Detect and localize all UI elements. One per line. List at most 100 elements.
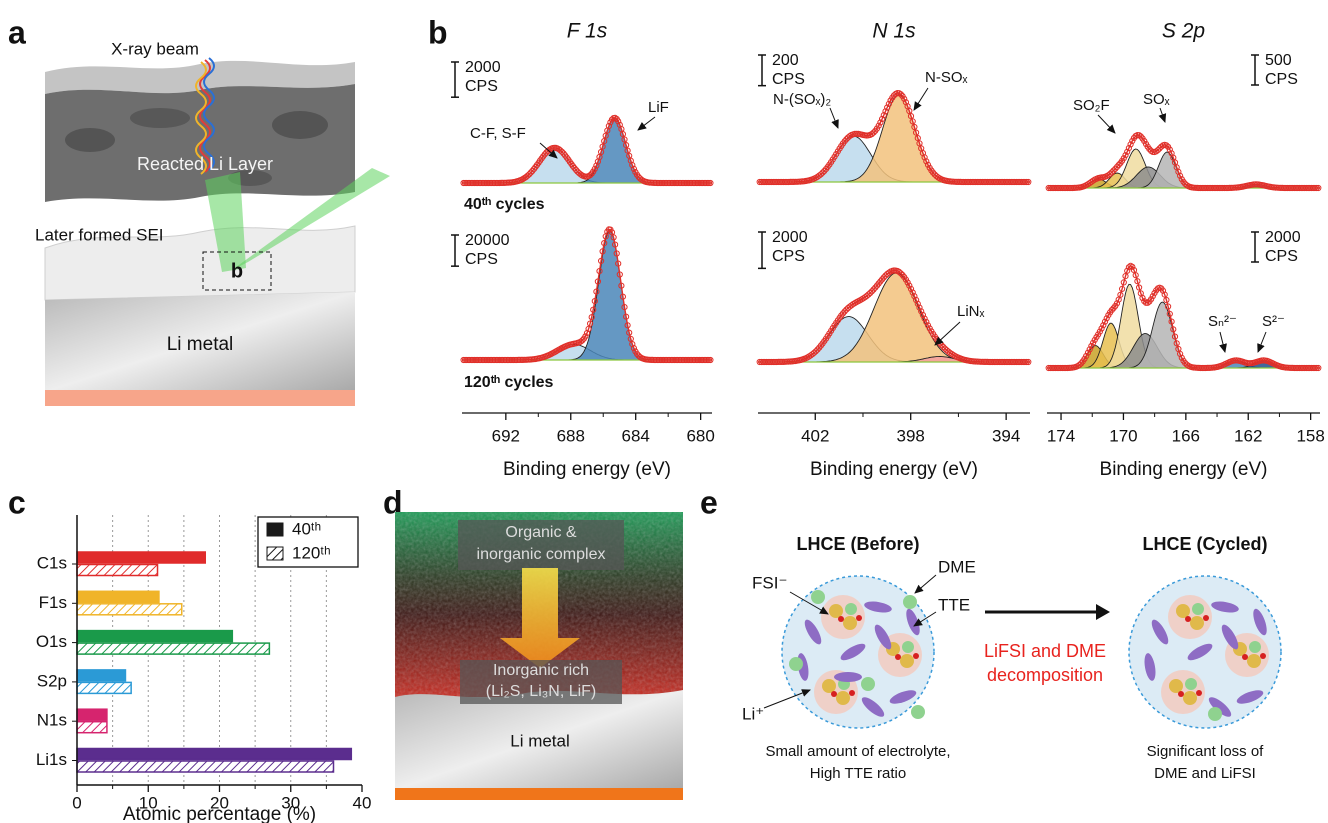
peak-component	[758, 273, 1030, 362]
y-tick-label: N1s	[37, 711, 67, 730]
dme	[902, 641, 914, 653]
li-ion	[1196, 690, 1202, 696]
peak-component	[462, 231, 712, 360]
panel-label: a	[8, 14, 26, 50]
x-tick-label: 394	[992, 426, 1020, 445]
x-axis-label: Atomic percentage (%)	[123, 804, 316, 823]
title: LHCE (Cycled)	[1142, 534, 1267, 554]
dme	[845, 603, 857, 615]
li-ion	[856, 615, 862, 621]
x-tick-label: 688	[557, 426, 585, 445]
pointer	[935, 322, 960, 345]
spectrum-title: S 2p	[1162, 20, 1205, 43]
scale-value: 200	[772, 52, 799, 69]
caption: High TTE ratio	[810, 765, 906, 782]
dme	[861, 677, 875, 691]
dme	[811, 590, 825, 604]
pointer	[638, 117, 655, 130]
scale-unit: CPS	[465, 78, 498, 95]
y-tick-label: F1s	[39, 593, 67, 612]
dme	[903, 595, 917, 609]
bar	[77, 591, 159, 602]
bar	[77, 722, 107, 733]
x-axis-label: Binding energy (eV)	[503, 459, 671, 480]
peak-label: S²⁻	[1262, 313, 1285, 330]
y-tick-label: C1s	[37, 553, 67, 572]
spectrum-title: F 1s	[567, 20, 608, 43]
peak-label: SOₓ	[1143, 91, 1170, 108]
label: Li metal	[167, 334, 234, 355]
fsi	[900, 654, 914, 668]
figure: a b c d e X-ray beam Reacted Li Layer La…	[0, 0, 1328, 823]
blob	[130, 108, 190, 128]
x-tick-label: 684	[622, 426, 650, 445]
y-tick-label: S2p	[37, 671, 67, 690]
panel-a: X-ray beam Reacted Li Layer Later formed…	[35, 39, 390, 406]
spectrum-title: N 1s	[872, 20, 916, 43]
pointer	[1258, 332, 1266, 352]
tte	[834, 672, 862, 682]
label: Later formed SEI	[35, 225, 164, 244]
li-ion	[1260, 653, 1266, 659]
label: Reacted Li Layer	[137, 154, 273, 174]
fsi	[829, 604, 843, 618]
x-tick-label: 158	[1296, 426, 1324, 445]
bar	[77, 709, 107, 720]
x-tick-label: 402	[801, 426, 829, 445]
scale-value: 20000	[465, 232, 510, 249]
label: FSI⁻	[752, 573, 787, 592]
label: Li metal	[510, 731, 570, 750]
fsi	[843, 616, 857, 630]
cycle-label: 40ᵗʰ cycles	[464, 196, 545, 213]
label: Inorganic rich	[493, 662, 589, 679]
pointer	[915, 575, 936, 593]
li-ion	[831, 691, 837, 697]
dme	[1249, 641, 1261, 653]
peak-component	[462, 148, 712, 183]
dme	[911, 705, 925, 719]
label: X-ray beam	[111, 39, 199, 58]
legend-label: 40ᵗʰ	[292, 519, 321, 538]
blob	[65, 128, 115, 152]
fsi	[1190, 616, 1204, 630]
x-tick-label: 162	[1234, 426, 1262, 445]
dme	[1185, 678, 1197, 690]
peak-label: LiF	[648, 99, 669, 116]
fsi	[1169, 679, 1183, 693]
label: inorganic complex	[477, 546, 606, 563]
peak-label: N-(SOₓ)₂	[773, 91, 831, 108]
scale-value: 500	[1265, 52, 1292, 69]
current-collector	[45, 390, 355, 406]
dme	[789, 657, 803, 671]
dme	[1208, 707, 1222, 721]
fsi	[822, 679, 836, 693]
peak-label: C-F, S-F	[470, 125, 526, 142]
fsi	[836, 691, 850, 705]
li-ion	[1203, 615, 1209, 621]
panel-label: c	[8, 484, 26, 520]
scale-unit: CPS	[772, 248, 805, 265]
peak-label: N-SOₓ	[925, 69, 968, 86]
li-ion	[895, 654, 901, 660]
li-ion	[838, 616, 844, 622]
x-tick-label: 398	[897, 426, 925, 445]
x-axis-label: Binding energy (eV)	[1100, 459, 1268, 480]
x-tick-label: 174	[1047, 426, 1075, 445]
panel-e: LHCE (Before) LHCE (Cycled) LiFSI and DM…	[765, 534, 1281, 782]
bar	[77, 631, 232, 642]
bar	[77, 643, 269, 654]
x-axis-label: Binding energy (eV)	[810, 459, 978, 480]
li-ion	[1185, 616, 1191, 622]
pointer	[1098, 115, 1115, 133]
legend-label: 120ᵗʰ	[292, 543, 331, 562]
legend-swatch	[267, 547, 283, 560]
envelope	[1047, 135, 1320, 188]
pointer	[1160, 108, 1165, 122]
x-tick-label: 692	[492, 426, 520, 445]
bar	[77, 552, 205, 563]
bar	[77, 761, 334, 772]
x-tick-label: 680	[686, 426, 714, 445]
scale-unit: CPS	[1265, 71, 1298, 88]
x-tick-label: 166	[1172, 426, 1200, 445]
title: LHCE (Before)	[796, 534, 919, 554]
